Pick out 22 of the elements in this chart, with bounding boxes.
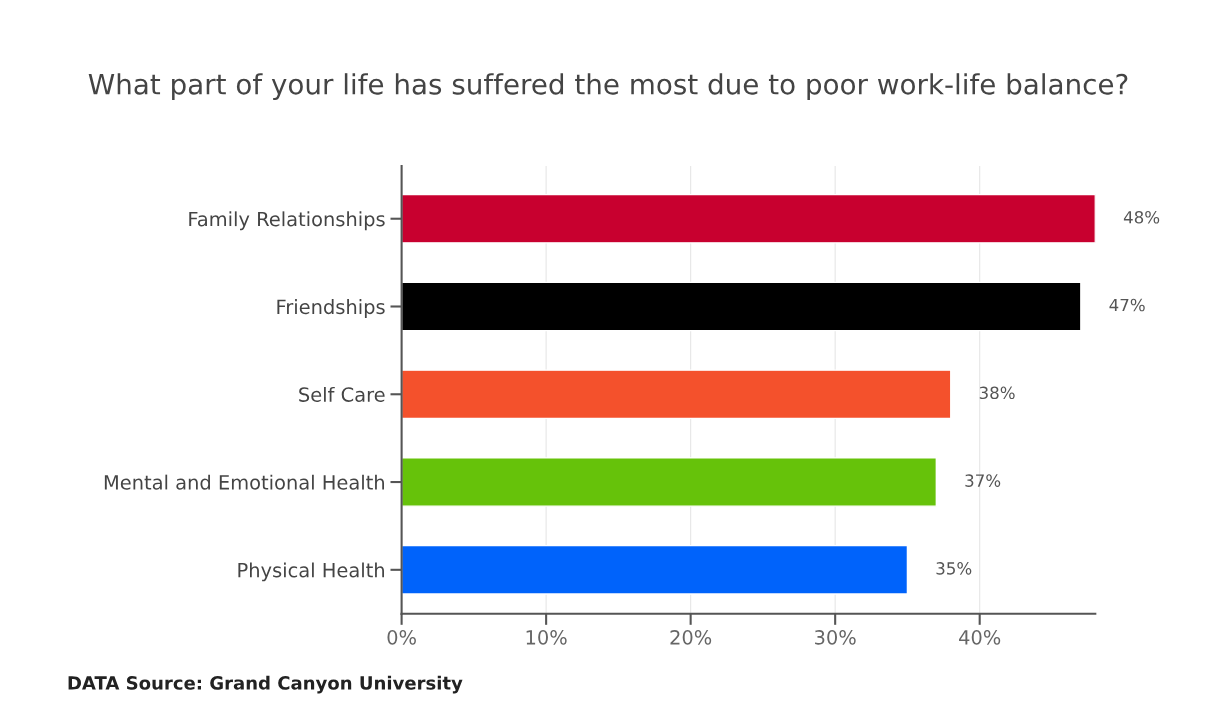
- x-tick-label: 20%: [670, 630, 712, 645]
- y-tick-label: Self Care: [299, 386, 385, 402]
- bar: [401, 193, 1096, 244]
- bar: [401, 369, 952, 420]
- y-tick-label: Friendships: [277, 299, 385, 318]
- x-tick-label: 0%: [387, 630, 416, 645]
- y-tick-label: Family Relationships: [189, 211, 385, 231]
- bar: [401, 457, 938, 507]
- data-label: 38%: [979, 386, 1015, 400]
- y-tick-label: Physical Health: [238, 562, 384, 582]
- data-label: 47%: [1109, 298, 1145, 312]
- data-label: 35%: [936, 562, 972, 575]
- x-tick-label: 10%: [526, 630, 567, 645]
- x-tick-label: 30%: [815, 630, 856, 645]
- x-tick-label: 40%: [959, 630, 1001, 645]
- chart-title: What part of your life has suffered the most due to poor work-life balance?: [88, 73, 1128, 101]
- source-note: DATA Source: Grand Canyon University: [68, 675, 463, 694]
- data-label: 48%: [1123, 210, 1160, 224]
- y-tick-label: Mental and Emotional Health: [104, 474, 384, 490]
- bar: [401, 544, 909, 595]
- bar: [401, 281, 1082, 332]
- data-label: 37%: [965, 474, 1001, 487]
